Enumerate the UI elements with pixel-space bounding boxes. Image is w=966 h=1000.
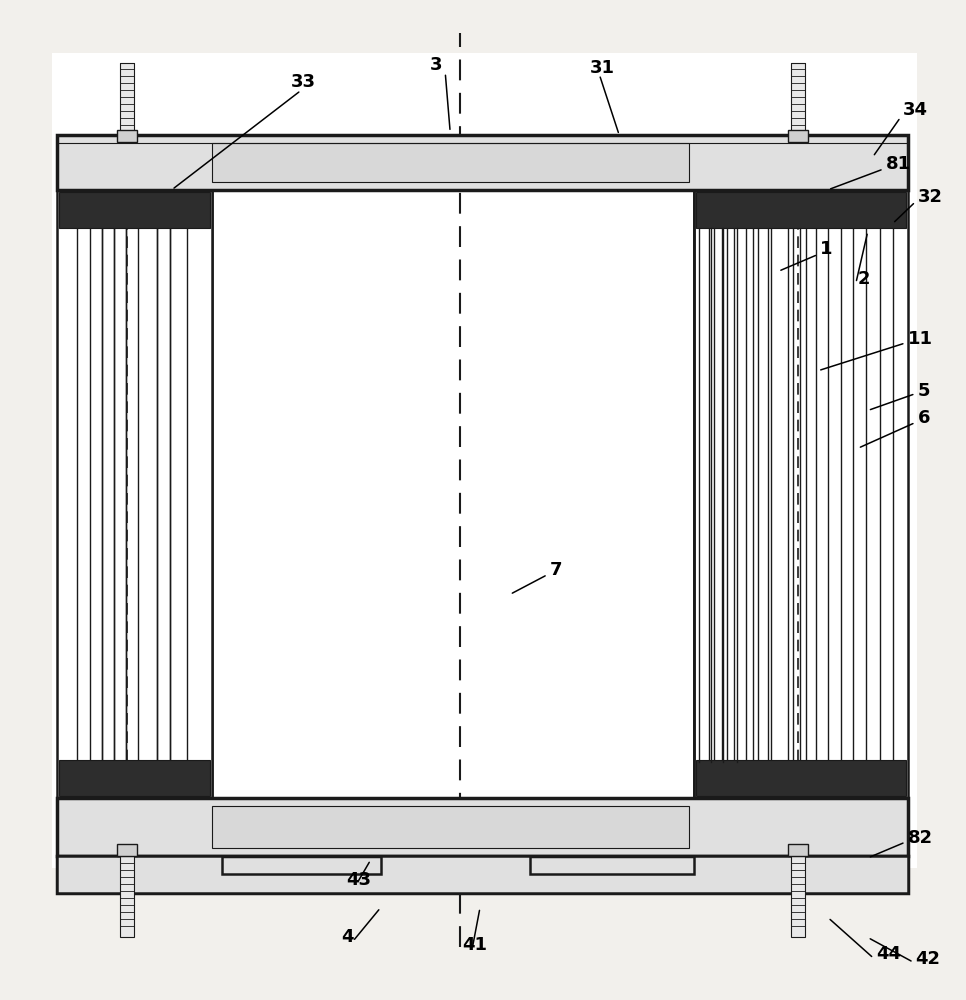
Bar [212, 143, 689, 182]
Bar [212, 190, 694, 798]
Text: 7: 7 [550, 561, 562, 579]
Bar [791, 63, 805, 142]
Bar [57, 135, 907, 190]
Text: 6: 6 [918, 409, 930, 427]
Bar [120, 856, 134, 937]
Bar [60, 760, 210, 796]
Text: 41: 41 [462, 936, 487, 954]
Bar [788, 130, 809, 142]
Text: 2: 2 [858, 270, 870, 288]
Text: 1: 1 [820, 240, 833, 258]
Text: 43: 43 [346, 871, 371, 889]
Text: 44: 44 [876, 945, 900, 963]
Bar [696, 192, 905, 228]
Bar [82, 226, 156, 762]
Text: 32: 32 [918, 188, 943, 206]
Text: 5: 5 [918, 382, 930, 400]
Bar [212, 806, 689, 848]
Bar [696, 760, 905, 796]
Text: 34: 34 [902, 101, 927, 119]
Bar [60, 192, 210, 228]
Bar [791, 856, 805, 937]
Text: 33: 33 [291, 73, 316, 91]
Bar [117, 844, 137, 856]
Text: 31: 31 [589, 59, 614, 77]
Bar [57, 856, 907, 893]
Bar [57, 190, 212, 798]
Bar [788, 844, 809, 856]
Bar [117, 130, 137, 142]
Bar [57, 798, 907, 856]
Text: 3: 3 [430, 56, 442, 74]
Text: 11: 11 [907, 330, 932, 348]
Text: 4: 4 [341, 928, 354, 946]
Polygon shape [57, 856, 907, 893]
Bar [120, 63, 134, 142]
Text: 42: 42 [916, 950, 941, 968]
Bar [52, 53, 918, 868]
Text: 82: 82 [907, 829, 932, 847]
Bar [694, 190, 907, 798]
Text: 81: 81 [886, 155, 911, 173]
Bar [714, 226, 774, 762]
